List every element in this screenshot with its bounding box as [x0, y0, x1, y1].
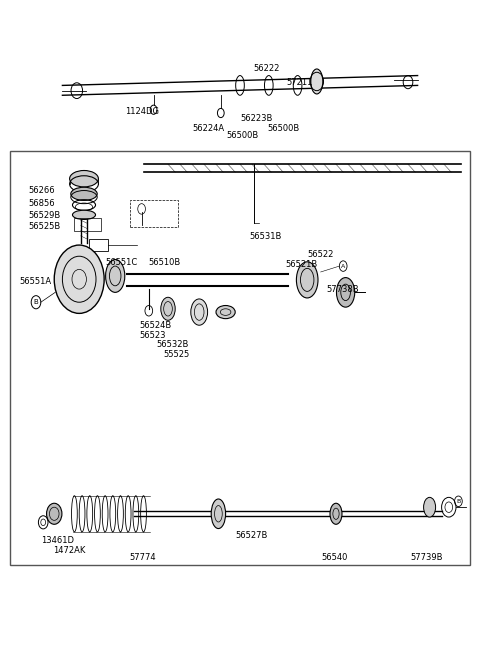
Circle shape — [47, 503, 62, 524]
Text: 57739B: 57739B — [410, 553, 443, 562]
Ellipse shape — [311, 69, 323, 94]
Text: 56522: 56522 — [307, 250, 334, 260]
Ellipse shape — [424, 497, 436, 517]
Ellipse shape — [330, 503, 342, 524]
Text: 13461D: 13461D — [41, 535, 74, 545]
Text: 57211: 57211 — [287, 78, 313, 87]
Text: 56524B: 56524B — [139, 321, 171, 330]
Text: 56529B: 56529B — [29, 211, 61, 220]
Text: 56540: 56540 — [322, 553, 348, 562]
Text: B: B — [34, 299, 38, 306]
Text: 55525: 55525 — [163, 350, 190, 359]
Text: 56500B: 56500B — [226, 131, 259, 141]
Text: A: A — [341, 263, 345, 269]
Text: 56222: 56222 — [253, 64, 279, 74]
Text: 56500B: 56500B — [267, 124, 300, 133]
Bar — [10, 151, 470, 565]
Ellipse shape — [72, 210, 96, 219]
Text: 56224A: 56224A — [193, 124, 225, 133]
Text: 56532B: 56532B — [156, 340, 188, 350]
Text: 56266: 56266 — [29, 186, 55, 195]
Ellipse shape — [296, 262, 318, 298]
Text: 56551C: 56551C — [106, 258, 138, 267]
Text: 56510B: 56510B — [149, 258, 181, 267]
Ellipse shape — [336, 277, 355, 307]
Text: 56521B: 56521B — [286, 260, 318, 269]
Ellipse shape — [216, 306, 235, 319]
Ellipse shape — [191, 299, 207, 325]
Text: B: B — [456, 499, 460, 504]
Text: 56523: 56523 — [139, 330, 166, 340]
Text: 56531B: 56531B — [250, 232, 282, 241]
Bar — [74, 218, 101, 231]
Ellipse shape — [106, 260, 125, 292]
Ellipse shape — [71, 187, 97, 200]
Text: 56527B: 56527B — [235, 531, 267, 540]
Circle shape — [54, 245, 104, 313]
Text: 57774: 57774 — [130, 553, 156, 562]
Text: 1124DG: 1124DG — [125, 107, 158, 116]
Text: 1472AK: 1472AK — [53, 546, 85, 555]
Bar — [130, 200, 178, 227]
Ellipse shape — [211, 499, 226, 528]
Text: 56525B: 56525B — [29, 222, 61, 231]
Ellipse shape — [161, 297, 175, 320]
Text: 56551A: 56551A — [19, 277, 51, 286]
Text: 56223B: 56223B — [240, 114, 273, 123]
Text: 57738B: 57738B — [326, 284, 359, 294]
Ellipse shape — [70, 171, 98, 187]
Text: 56856: 56856 — [29, 199, 55, 208]
Bar — [89, 239, 108, 251]
